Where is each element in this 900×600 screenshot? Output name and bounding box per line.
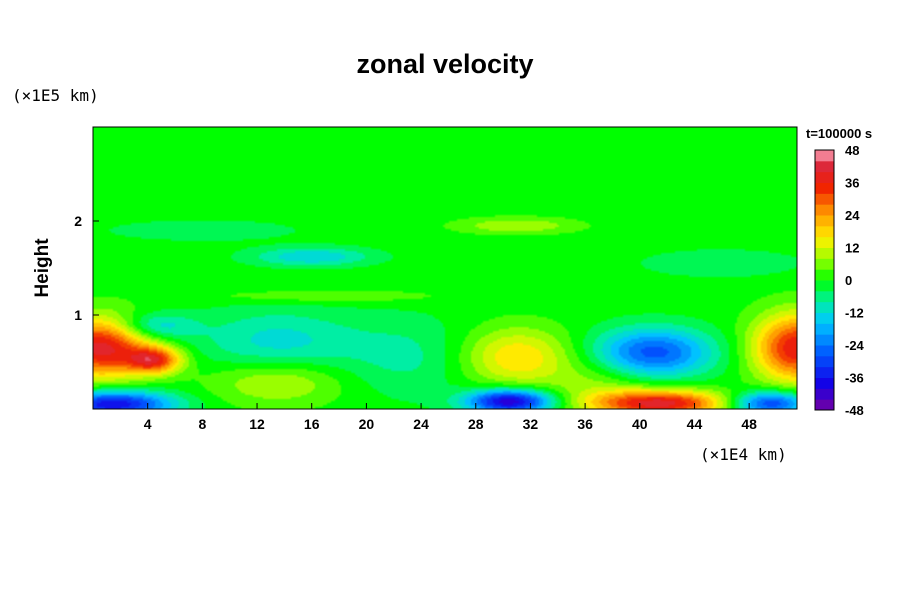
y-tick-label: 1 xyxy=(74,307,82,323)
colorbar-band xyxy=(815,182,834,194)
colorbar-band xyxy=(815,334,834,346)
x-tick-label: 20 xyxy=(359,416,375,432)
x-tick-label: 36 xyxy=(577,416,593,432)
colorbar-tick-label: 0 xyxy=(845,273,852,288)
colorbar-band xyxy=(815,258,834,270)
x-tick-label: 8 xyxy=(198,416,206,432)
x-tick-label: 12 xyxy=(249,416,265,432)
colorbar-band xyxy=(815,193,834,205)
colorbar-band xyxy=(815,355,834,368)
colorbar-band xyxy=(815,150,834,162)
colorbar-band xyxy=(815,160,834,173)
colorbar-tick-label: 24 xyxy=(845,208,860,223)
x-tick-label: 24 xyxy=(413,416,429,432)
colorbar-band xyxy=(815,290,834,303)
colorbar-ticks: 48 36 24 12 0 -12 -24 -36 -48 xyxy=(845,143,865,418)
y-axis-ticks: 12 xyxy=(74,213,99,323)
colorbar-tick-label: -36 xyxy=(845,371,864,386)
plot-area xyxy=(92,126,798,410)
colorbar-band xyxy=(815,301,834,313)
colorbar-band xyxy=(815,377,834,389)
x-tick-label: 4 xyxy=(144,416,152,432)
colorbar-tick-label: 36 xyxy=(845,176,859,191)
y-unit-label: (×1E5 km) xyxy=(12,86,99,105)
x-axis-ticks: 4 8 12 16 20 24 28 32 36 40 44 48 xyxy=(144,403,757,432)
colorbar-bands xyxy=(815,150,834,411)
colorbar-band xyxy=(815,312,834,324)
colorbar-band xyxy=(815,399,834,411)
x-unit-label: (×1E4 km) xyxy=(700,445,787,464)
x-tick-label: 44 xyxy=(687,416,703,432)
x-tick-label: 16 xyxy=(304,416,320,432)
colorbar-band xyxy=(815,204,834,216)
colorbar-tick-label: -24 xyxy=(845,338,865,353)
x-tick-label: 32 xyxy=(523,416,539,432)
chart-title: zonal velocity xyxy=(356,49,533,79)
colorbar-band xyxy=(815,323,834,335)
colorbar-band xyxy=(815,236,834,248)
colorbar: 48 36 24 12 0 -12 -24 -36 -48 xyxy=(814,143,865,418)
time-label: t=100000 s xyxy=(806,126,872,141)
x-tick-label: 40 xyxy=(632,416,648,432)
colorbar-band xyxy=(815,215,834,227)
colorbar-tick-label: 48 xyxy=(845,143,859,158)
colorbar-tick-label: -12 xyxy=(845,306,864,321)
colorbar-tick-label: -48 xyxy=(845,403,864,418)
colorbar-band xyxy=(815,247,834,259)
colorbar-band xyxy=(815,388,834,400)
colorbar-tick-label: 12 xyxy=(845,241,859,256)
plot-frame xyxy=(92,126,798,410)
colorbar-band xyxy=(815,269,834,281)
x-tick-label: 28 xyxy=(468,416,484,432)
y-tick-label: 2 xyxy=(74,213,82,229)
x-tick-label: 48 xyxy=(741,416,757,432)
heatmap-field xyxy=(93,127,797,409)
y-axis-label: Height xyxy=(32,238,53,298)
colorbar-band xyxy=(815,366,834,378)
colorbar-band xyxy=(815,225,834,238)
colorbar-frame xyxy=(814,149,835,411)
colorbar-band xyxy=(815,171,834,183)
colorbar-band xyxy=(815,345,834,357)
colorbar-band xyxy=(815,280,834,292)
